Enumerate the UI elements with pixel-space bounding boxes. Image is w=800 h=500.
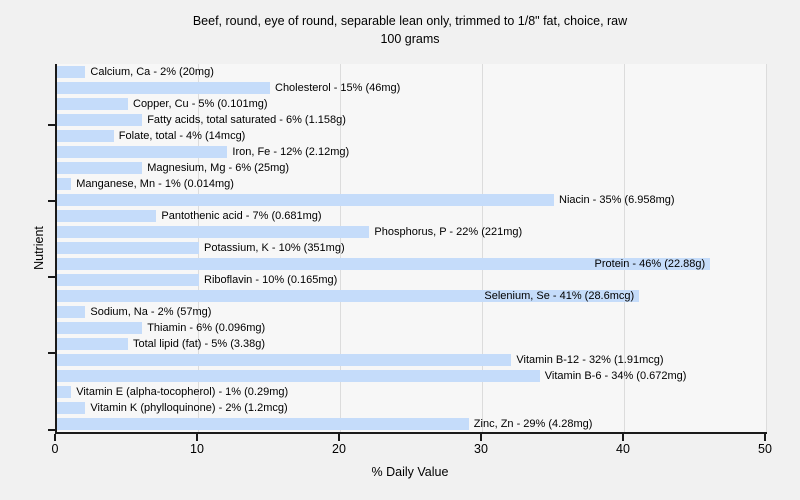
bar xyxy=(57,306,86,318)
bar xyxy=(57,226,370,238)
bar xyxy=(57,386,72,398)
bar-row: Total lipid (fat) - 5% (3.38g) xyxy=(57,336,767,352)
bar-label: Pantothenic acid - 7% (0.681mg) xyxy=(161,210,322,222)
bar-row: Manganese, Mn - 1% (0.014mg) xyxy=(57,176,767,192)
bar xyxy=(57,98,128,110)
bar-label: Thiamin - 6% (0.096mg) xyxy=(147,322,266,334)
bar xyxy=(57,194,554,206)
bar-label: Vitamin B-6 - 34% (0.672mg) xyxy=(544,370,687,382)
bar xyxy=(57,258,711,270)
y-axis-label: Nutrient xyxy=(32,226,46,270)
bar-label: Zinc, Zn - 29% (4.28mg) xyxy=(473,418,593,430)
x-axis-label: % Daily Value xyxy=(371,465,449,479)
x-axis-tick-label: 10 xyxy=(190,442,204,456)
gridline xyxy=(340,64,341,432)
bar-row: Protein - 46% (22.88g) xyxy=(57,256,767,272)
bar-label: Manganese, Mn - 1% (0.014mg) xyxy=(76,178,234,190)
x-axis-tick-label: 0 xyxy=(51,442,59,456)
chart-title: Beef, round, eye of round, separable lea… xyxy=(192,14,628,28)
y-axis-tick xyxy=(48,276,55,278)
bar-label: Total lipid (fat) - 5% (3.38g) xyxy=(133,338,266,350)
y-axis-tick xyxy=(48,200,55,202)
bar-label: Vitamin B-12 - 32% (1.91mcg) xyxy=(516,354,664,366)
bar-label: Sodium, Na - 2% (57mg) xyxy=(90,306,212,318)
bar-label: Folate, total - 4% (14mcg) xyxy=(118,130,246,142)
bar xyxy=(57,114,143,126)
bar xyxy=(57,370,540,382)
bar-row: Pantothenic acid - 7% (0.681mg) xyxy=(57,208,767,224)
bar-label: Phosphorus, P - 22% (221mg) xyxy=(374,226,523,238)
x-axis-tick xyxy=(622,434,624,441)
gridline xyxy=(482,64,483,432)
bar-label: Fatty acids, total saturated - 6% (1.158… xyxy=(147,114,346,126)
bar-row: Zinc, Zn - 29% (4.28mg) xyxy=(57,416,767,432)
bar xyxy=(57,210,157,222)
bar-row: Niacin - 35% (6.958mg) xyxy=(57,192,767,208)
bar xyxy=(57,338,128,350)
bar xyxy=(57,402,86,414)
bar-row: Vitamin K (phylloquinone) - 2% (1.2mcg) xyxy=(57,400,767,416)
bar-row: Vitamin E (alpha-tocopherol) - 1% (0.29m… xyxy=(57,384,767,400)
bar-label: Potassium, K - 10% (351mg) xyxy=(204,242,345,254)
bar-label: Magnesium, Mg - 6% (25mg) xyxy=(147,162,290,174)
bar-label: Niacin - 35% (6.958mg) xyxy=(559,194,675,206)
bar-label: Riboflavin - 10% (0.165mg) xyxy=(204,274,338,286)
bar-row: Thiamin - 6% (0.096mg) xyxy=(57,320,767,336)
bar-row: Copper, Cu - 5% (0.101mg) xyxy=(57,96,767,112)
bar-label: Protein - 46% (22.88g) xyxy=(594,258,706,270)
bar xyxy=(57,162,143,174)
bar-row: Cholesterol - 15% (46mg) xyxy=(57,80,767,96)
bar-row: Selenium, Se - 41% (28.6mcg) xyxy=(57,288,767,304)
y-axis-tick xyxy=(48,124,55,126)
bar-label: Vitamin E (alpha-tocopherol) - 1% (0.29m… xyxy=(76,386,289,398)
plot-area: Calcium, Ca - 2% (20mg) Cholesterol - 15%… xyxy=(48,64,767,434)
bar xyxy=(57,274,199,286)
bar-row: Riboflavin - 10% (0.165mg) xyxy=(57,272,767,288)
bar-row: Calcium, Ca - 2% (20mg) xyxy=(57,64,767,80)
x-axis-tick-label: 20 xyxy=(332,442,346,456)
bar-row: Iron, Fe - 12% (2.12mg) xyxy=(57,144,767,160)
bar-label: Copper, Cu - 5% (0.101mg) xyxy=(133,98,268,110)
bar xyxy=(57,354,512,366)
x-axis-tick xyxy=(764,434,766,441)
gridline xyxy=(766,64,767,432)
bar-label: Selenium, Se - 41% (28.6mcg) xyxy=(484,290,635,302)
bar xyxy=(57,66,86,78)
bar xyxy=(57,178,72,190)
bar-row: Magnesium, Mg - 6% (25mg) xyxy=(57,160,767,176)
x-axis-tick xyxy=(338,434,340,441)
chart-title-block: Beef, round, eye of round, separable lea… xyxy=(55,12,765,48)
y-axis-tick xyxy=(48,352,55,354)
x-axis: 0 10 20 30 40 50 xyxy=(51,434,772,468)
bar-label: Vitamin K (phylloquinone) - 2% (1.2mcg) xyxy=(90,402,288,414)
bar-label: Iron, Fe - 12% (2.12mg) xyxy=(232,146,350,158)
x-axis-tick xyxy=(480,434,482,441)
bar xyxy=(57,418,469,430)
bar-row: Folate, total - 4% (14mcg) xyxy=(57,128,767,144)
bar-row: Sodium, Na - 2% (57mg) xyxy=(57,304,767,320)
bar-row: Potassium, K - 10% (351mg) xyxy=(57,240,767,256)
bar-row: Fatty acids, total saturated - 6% (1.158… xyxy=(57,112,767,128)
bar-label: Calcium, Ca - 2% (20mg) xyxy=(90,66,214,78)
bar xyxy=(57,242,199,254)
bar xyxy=(57,130,114,142)
x-axis-tick-label: 50 xyxy=(758,442,772,456)
bar xyxy=(57,322,143,334)
chart-subtitle: 100 grams xyxy=(380,32,440,46)
bar-row: Vitamin B-6 - 34% (0.672mg) xyxy=(57,368,767,384)
bar xyxy=(57,290,640,302)
y-axis-tick xyxy=(48,429,55,431)
gridline xyxy=(624,64,625,432)
x-axis-tick xyxy=(54,434,56,441)
bar xyxy=(57,82,270,94)
x-axis-tick xyxy=(196,434,198,441)
x-axis-tick-label: 40 xyxy=(616,442,630,456)
x-axis-tick-label: 30 xyxy=(474,442,488,456)
bar-row: Vitamin B-12 - 32% (1.91mcg) xyxy=(57,352,767,368)
bar xyxy=(57,146,228,158)
bar-label: Cholesterol - 15% (46mg) xyxy=(275,82,401,94)
bar-row: Phosphorus, P - 22% (221mg) xyxy=(57,224,767,240)
